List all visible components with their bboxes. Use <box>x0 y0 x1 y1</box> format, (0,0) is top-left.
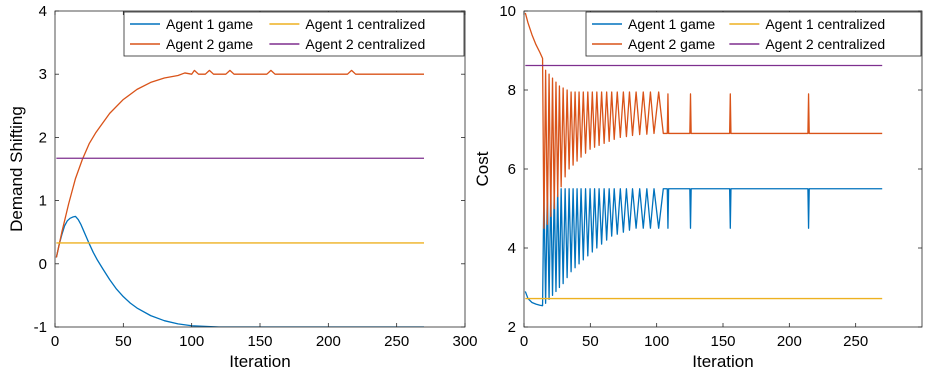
legend-label: Agent 2 game <box>628 36 715 52</box>
y-tick-label: 3 <box>39 66 47 83</box>
legend-label: Agent 2 centralized <box>305 36 425 52</box>
chart-panel-2: 0 50 100 150 200 250 2 4 6 8 10 Iteration Cost Agent … <box>473 3 923 371</box>
legend: Agent 1 game Agent 1 centralized Agent 2 g… <box>585 11 922 57</box>
y-tick-label: 0 <box>39 256 47 273</box>
legend-box <box>123 11 465 57</box>
y-tick-label: 10 <box>499 3 516 20</box>
x-tick-label: 50 <box>115 333 132 350</box>
plot-area <box>55 11 465 327</box>
x-tick-label: 100 <box>644 333 669 350</box>
x-axis-label: Iteration <box>229 352 290 371</box>
legend-label: Agent 1 centralized <box>765 16 885 32</box>
x-tick-label: 0 <box>51 333 59 350</box>
plot-area <box>524 11 922 327</box>
x-tick-label: 0 <box>520 333 528 350</box>
x-tick-label: 100 <box>179 333 204 350</box>
series-line-agent-2-game <box>55 69 424 258</box>
series-line-agent-1-game <box>524 188 883 307</box>
y-tick-label: 6 <box>508 161 516 178</box>
legend: Agent 1 game Agent 1 centralized Agent 2 g… <box>123 11 465 57</box>
x-tick-label: 50 <box>582 333 599 350</box>
legend-label: Agent 1 game <box>628 16 715 32</box>
y-tick-label: 4 <box>508 240 516 257</box>
x-axis-label: Iteration <box>692 352 753 371</box>
x-tick-label: 150 <box>247 333 272 350</box>
legend-label: Agent 2 game <box>166 36 253 52</box>
chart-panel-1: 0 50 100 150 200 250 300-101234IterationDemand… <box>7 3 478 371</box>
series-line-agent-2-game <box>524 12 883 229</box>
y-tick-label: 4 <box>39 3 47 20</box>
x-tick-label: 300 <box>452 333 477 350</box>
y-tick-label: 1 <box>39 193 47 210</box>
y-tick-label: 2 <box>39 129 47 146</box>
x-tick-label: 150 <box>710 333 735 350</box>
series-line-agent-1-game <box>55 215 424 327</box>
y-axis-label: Demand Shifting <box>7 106 26 232</box>
y-axis-label: Cost <box>473 151 492 186</box>
legend-label: Agent 1 game <box>166 16 253 32</box>
legend-box <box>585 11 922 57</box>
x-tick-label: 250 <box>843 333 868 350</box>
y-tick-label: -1 <box>34 319 47 336</box>
x-tick-label: 200 <box>316 333 341 350</box>
legend-label: Agent 1 centralized <box>305 16 425 32</box>
x-tick-label: 250 <box>384 333 409 350</box>
y-tick-label: 8 <box>508 82 516 99</box>
x-tick-label: 200 <box>777 333 802 350</box>
y-tick-label: 2 <box>508 319 516 336</box>
legend-label: Agent 2 centralized <box>765 36 885 52</box>
